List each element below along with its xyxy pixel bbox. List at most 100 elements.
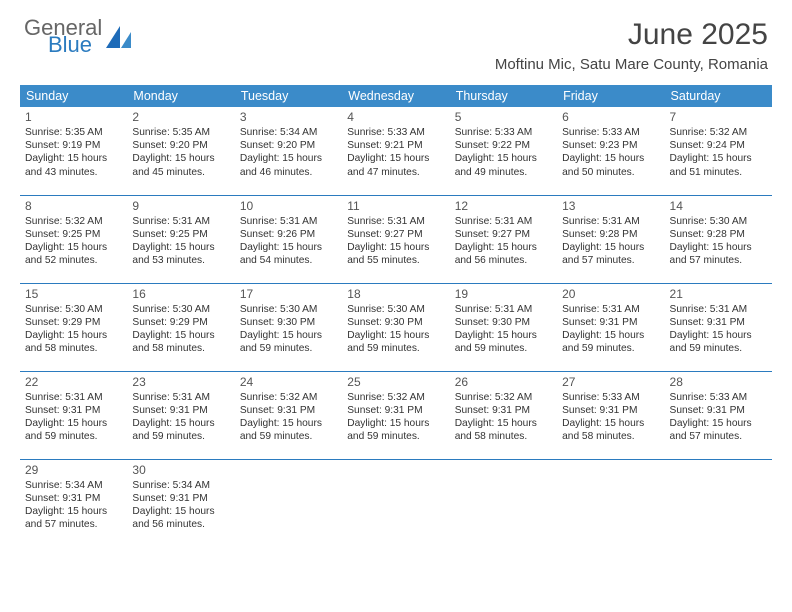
sunset-text: Sunset: 9:25 PM <box>25 228 122 241</box>
day-number: 19 <box>455 287 552 302</box>
weekday-header: Tuesday <box>235 85 342 107</box>
sunrise-text: Sunrise: 5:31 AM <box>670 303 767 316</box>
calendar-day-cell: 28Sunrise: 5:33 AMSunset: 9:31 PMDayligh… <box>665 371 772 459</box>
day-number: 20 <box>562 287 659 302</box>
daylight-text: and 59 minutes. <box>562 342 659 355</box>
day-number: 27 <box>562 375 659 390</box>
daylight-text: and 53 minutes. <box>132 254 229 267</box>
sunrise-text: Sunrise: 5:30 AM <box>240 303 337 316</box>
daylight-text: Daylight: 15 hours <box>562 417 659 430</box>
day-number: 22 <box>25 375 122 390</box>
sunset-text: Sunset: 9:27 PM <box>347 228 444 241</box>
daylight-text: and 54 minutes. <box>240 254 337 267</box>
day-number: 24 <box>240 375 337 390</box>
title-block: June 2025 Moftinu Mic, Satu Mare County,… <box>495 18 768 73</box>
sunrise-text: Sunrise: 5:35 AM <box>132 126 229 139</box>
daylight-text: and 57 minutes. <box>25 518 122 531</box>
day-number: 17 <box>240 287 337 302</box>
sunset-text: Sunset: 9:20 PM <box>132 139 229 152</box>
sunset-text: Sunset: 9:31 PM <box>562 316 659 329</box>
sunrise-text: Sunrise: 5:32 AM <box>347 391 444 404</box>
calendar-day-cell: 7Sunrise: 5:32 AMSunset: 9:24 PMDaylight… <box>665 107 772 195</box>
day-number: 23 <box>132 375 229 390</box>
weekday-header: Thursday <box>450 85 557 107</box>
calendar-day-cell: 22Sunrise: 5:31 AMSunset: 9:31 PMDayligh… <box>20 371 127 459</box>
sunrise-text: Sunrise: 5:31 AM <box>347 215 444 228</box>
daylight-text: Daylight: 15 hours <box>562 241 659 254</box>
daylight-text: Daylight: 15 hours <box>132 152 229 165</box>
day-number: 15 <box>25 287 122 302</box>
daylight-text: and 47 minutes. <box>347 166 444 179</box>
sunset-text: Sunset: 9:31 PM <box>25 492 122 505</box>
daylight-text: Daylight: 15 hours <box>347 152 444 165</box>
calendar-day-cell <box>665 459 772 547</box>
daylight-text: Daylight: 15 hours <box>670 152 767 165</box>
sunset-text: Sunset: 9:28 PM <box>562 228 659 241</box>
calendar-day-cell: 9Sunrise: 5:31 AMSunset: 9:25 PMDaylight… <box>127 195 234 283</box>
sunrise-text: Sunrise: 5:32 AM <box>670 126 767 139</box>
daylight-text: and 58 minutes. <box>25 342 122 355</box>
daylight-text: and 59 minutes. <box>455 342 552 355</box>
daylight-text: and 59 minutes. <box>240 342 337 355</box>
logo-sail-icon <box>106 26 132 48</box>
calendar-day-cell: 10Sunrise: 5:31 AMSunset: 9:26 PMDayligh… <box>235 195 342 283</box>
sunrise-text: Sunrise: 5:32 AM <box>455 391 552 404</box>
sunset-text: Sunset: 9:27 PM <box>455 228 552 241</box>
day-number: 5 <box>455 110 552 125</box>
calendar-day-cell: 23Sunrise: 5:31 AMSunset: 9:31 PMDayligh… <box>127 371 234 459</box>
daylight-text: Daylight: 15 hours <box>240 241 337 254</box>
sunrise-text: Sunrise: 5:30 AM <box>25 303 122 316</box>
sunset-text: Sunset: 9:25 PM <box>132 228 229 241</box>
daylight-text: and 56 minutes. <box>455 254 552 267</box>
calendar-day-cell: 26Sunrise: 5:32 AMSunset: 9:31 PMDayligh… <box>450 371 557 459</box>
weekday-header-row: Sunday Monday Tuesday Wednesday Thursday… <box>20 85 772 107</box>
sunset-text: Sunset: 9:31 PM <box>670 316 767 329</box>
sunrise-text: Sunrise: 5:31 AM <box>132 391 229 404</box>
day-number: 12 <box>455 199 552 214</box>
location-label: Moftinu Mic, Satu Mare County, Romania <box>495 56 768 73</box>
day-number: 2 <box>132 110 229 125</box>
calendar-week-row: 15Sunrise: 5:30 AMSunset: 9:29 PMDayligh… <box>20 283 772 371</box>
sunrise-text: Sunrise: 5:33 AM <box>562 391 659 404</box>
daylight-text: and 59 minutes. <box>670 342 767 355</box>
calendar-day-cell: 14Sunrise: 5:30 AMSunset: 9:28 PMDayligh… <box>665 195 772 283</box>
day-number: 14 <box>670 199 767 214</box>
day-number: 29 <box>25 463 122 478</box>
sunset-text: Sunset: 9:31 PM <box>670 404 767 417</box>
calendar-day-cell: 5Sunrise: 5:33 AMSunset: 9:22 PMDaylight… <box>450 107 557 195</box>
day-number: 10 <box>240 199 337 214</box>
sunset-text: Sunset: 9:23 PM <box>562 139 659 152</box>
daylight-text: Daylight: 15 hours <box>670 417 767 430</box>
sunset-text: Sunset: 9:31 PM <box>562 404 659 417</box>
sunrise-text: Sunrise: 5:31 AM <box>25 391 122 404</box>
sunrise-text: Sunrise: 5:34 AM <box>240 126 337 139</box>
calendar-day-cell <box>557 459 664 547</box>
day-number: 9 <box>132 199 229 214</box>
sunset-text: Sunset: 9:30 PM <box>455 316 552 329</box>
sunset-text: Sunset: 9:29 PM <box>132 316 229 329</box>
daylight-text: Daylight: 15 hours <box>240 417 337 430</box>
sunset-text: Sunset: 9:19 PM <box>25 139 122 152</box>
sunset-text: Sunset: 9:29 PM <box>25 316 122 329</box>
daylight-text: and 43 minutes. <box>25 166 122 179</box>
day-number: 13 <box>562 199 659 214</box>
sunset-text: Sunset: 9:30 PM <box>240 316 337 329</box>
sunrise-text: Sunrise: 5:32 AM <box>25 215 122 228</box>
sunrise-text: Sunrise: 5:31 AM <box>455 303 552 316</box>
calendar-day-cell: 17Sunrise: 5:30 AMSunset: 9:30 PMDayligh… <box>235 283 342 371</box>
daylight-text: Daylight: 15 hours <box>132 505 229 518</box>
calendar-day-cell: 15Sunrise: 5:30 AMSunset: 9:29 PMDayligh… <box>20 283 127 371</box>
sunrise-text: Sunrise: 5:33 AM <box>562 126 659 139</box>
daylight-text: Daylight: 15 hours <box>347 241 444 254</box>
daylight-text: Daylight: 15 hours <box>25 417 122 430</box>
daylight-text: and 58 minutes. <box>455 430 552 443</box>
daylight-text: Daylight: 15 hours <box>132 241 229 254</box>
sunrise-text: Sunrise: 5:32 AM <box>240 391 337 404</box>
sunrise-text: Sunrise: 5:30 AM <box>132 303 229 316</box>
calendar-day-cell: 11Sunrise: 5:31 AMSunset: 9:27 PMDayligh… <box>342 195 449 283</box>
daylight-text: and 50 minutes. <box>562 166 659 179</box>
calendar-table: Sunday Monday Tuesday Wednesday Thursday… <box>20 85 772 547</box>
sunset-text: Sunset: 9:31 PM <box>25 404 122 417</box>
month-title: June 2025 <box>495 18 768 52</box>
daylight-text: Daylight: 15 hours <box>132 329 229 342</box>
